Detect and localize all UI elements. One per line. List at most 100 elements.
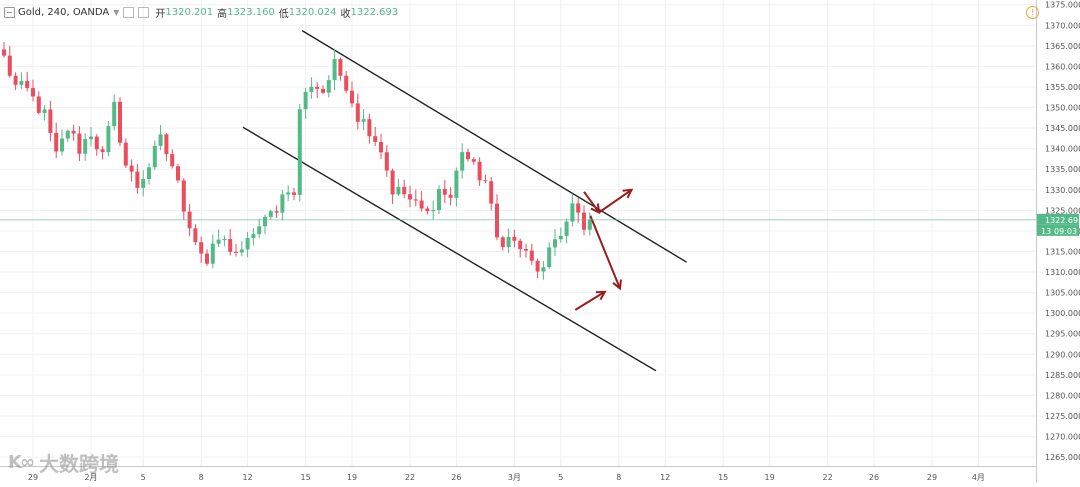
candle-body xyxy=(257,226,262,235)
visibility-box-icon[interactable] xyxy=(138,6,150,18)
countdown-tag xyxy=(1037,224,1079,236)
x-tick-label: 22 xyxy=(823,473,833,482)
candle-body xyxy=(582,212,586,230)
y-tick-label: 1330.000 xyxy=(1045,186,1080,195)
candle-body xyxy=(547,247,552,268)
candle-body xyxy=(292,192,296,195)
x-tick-label: 29 xyxy=(28,473,38,482)
candle-body xyxy=(506,236,511,248)
symbol-text: Gold xyxy=(18,6,41,18)
y-tick-label: 1375.000 xyxy=(1045,1,1080,10)
candle-body xyxy=(355,103,360,122)
alert-icon[interactable]: ! xyxy=(1026,6,1039,19)
arrow-head xyxy=(622,188,634,199)
candle-body xyxy=(205,253,209,264)
x-tick-label: 8 xyxy=(199,473,204,482)
candle-body xyxy=(234,251,238,253)
candle-body xyxy=(71,130,76,134)
candle-body xyxy=(54,132,59,152)
candle-body xyxy=(321,88,325,93)
candle-body xyxy=(297,109,302,195)
y-tick-label: 1300.000 xyxy=(1045,309,1080,318)
candle-body xyxy=(181,180,186,212)
low-label: 低 xyxy=(278,8,289,20)
candle-body xyxy=(216,239,221,244)
candle-body xyxy=(94,136,99,150)
candle-body xyxy=(164,134,169,155)
candle-body xyxy=(170,154,175,167)
candle-body xyxy=(454,170,459,198)
x-tick-label: 19 xyxy=(347,473,357,482)
x-tick-label: 5 xyxy=(558,473,563,482)
candle-body xyxy=(129,165,134,172)
candle-body xyxy=(379,141,383,153)
candle-body xyxy=(489,181,494,204)
high-value: 1323.160 xyxy=(227,6,275,18)
candle-body xyxy=(471,159,476,162)
candle-body xyxy=(7,55,12,76)
candle-body xyxy=(19,80,24,85)
candle-body xyxy=(100,149,105,153)
candle-body xyxy=(48,109,53,133)
collapse-icon[interactable] xyxy=(4,6,15,18)
candle-body xyxy=(245,238,250,250)
candle-body xyxy=(228,239,233,252)
candle-body xyxy=(367,119,372,137)
candle-body xyxy=(210,243,215,264)
y-tick-label: 1365.000 xyxy=(1045,42,1080,51)
grid xyxy=(0,0,1036,466)
y-tick-label: 1345.000 xyxy=(1045,124,1080,133)
candle-body xyxy=(437,188,441,211)
candle-body xyxy=(31,88,35,97)
broker-text: OANDA xyxy=(72,6,110,18)
candle-body xyxy=(176,166,180,181)
open-label: 开 xyxy=(155,8,166,20)
x-tick-label: 26 xyxy=(451,473,461,482)
chevron-down-icon[interactable]: ▼ xyxy=(113,7,120,17)
y-tick-label: 1285.000 xyxy=(1045,371,1080,380)
x-tick-label: 12 xyxy=(660,473,670,482)
candle-body xyxy=(315,86,320,89)
candle-body xyxy=(60,138,64,152)
y-tick-label: 1275.000 xyxy=(1045,412,1080,421)
candle-body xyxy=(419,200,424,209)
candle-body xyxy=(239,249,244,253)
candle-body xyxy=(442,188,447,195)
y-tick-label: 1325.000 xyxy=(1045,206,1080,215)
channel-lines xyxy=(242,30,688,372)
candle-body xyxy=(263,216,267,227)
arrows xyxy=(574,188,634,311)
y-tick-label: 1360.000 xyxy=(1045,62,1080,71)
candle-body xyxy=(425,208,430,212)
y-tick-label: 1355.000 xyxy=(1045,83,1080,92)
candle-body xyxy=(535,260,540,272)
settings-box-icon[interactable] xyxy=(123,6,135,18)
y-tick-label: 1310.000 xyxy=(1045,268,1080,277)
candle-body xyxy=(303,91,308,110)
candle-body xyxy=(141,179,146,188)
watermark-logo: K∞ xyxy=(8,451,35,473)
open-value: 1320.201 xyxy=(165,6,214,18)
symbol-name[interactable]: Gold, 240, OANDA xyxy=(18,6,110,18)
candle-body xyxy=(466,152,470,160)
close-label: 收 xyxy=(340,8,351,20)
candle-body xyxy=(396,186,401,195)
arrow-head xyxy=(595,290,607,301)
low-value: 1320.024 xyxy=(288,6,337,18)
x-tick-label: 2月 xyxy=(84,473,97,482)
arrow-shaft xyxy=(583,191,600,214)
y-tick-label: 1350.000 xyxy=(1045,104,1080,113)
y-tick-label: 1280.000 xyxy=(1045,391,1080,400)
candle-body xyxy=(373,136,378,142)
candle-body xyxy=(309,86,314,92)
candle-body xyxy=(65,130,70,139)
x-tick-label: 22 xyxy=(405,473,415,482)
candle-body xyxy=(576,203,581,213)
watermark: K∞ 大数跨境 xyxy=(8,449,119,476)
y-tick-label: 1315.000 xyxy=(1045,247,1080,256)
arrow-shaft xyxy=(574,290,606,311)
candle-body xyxy=(83,139,88,154)
y-tick-label: 1295.000 xyxy=(1045,330,1080,339)
